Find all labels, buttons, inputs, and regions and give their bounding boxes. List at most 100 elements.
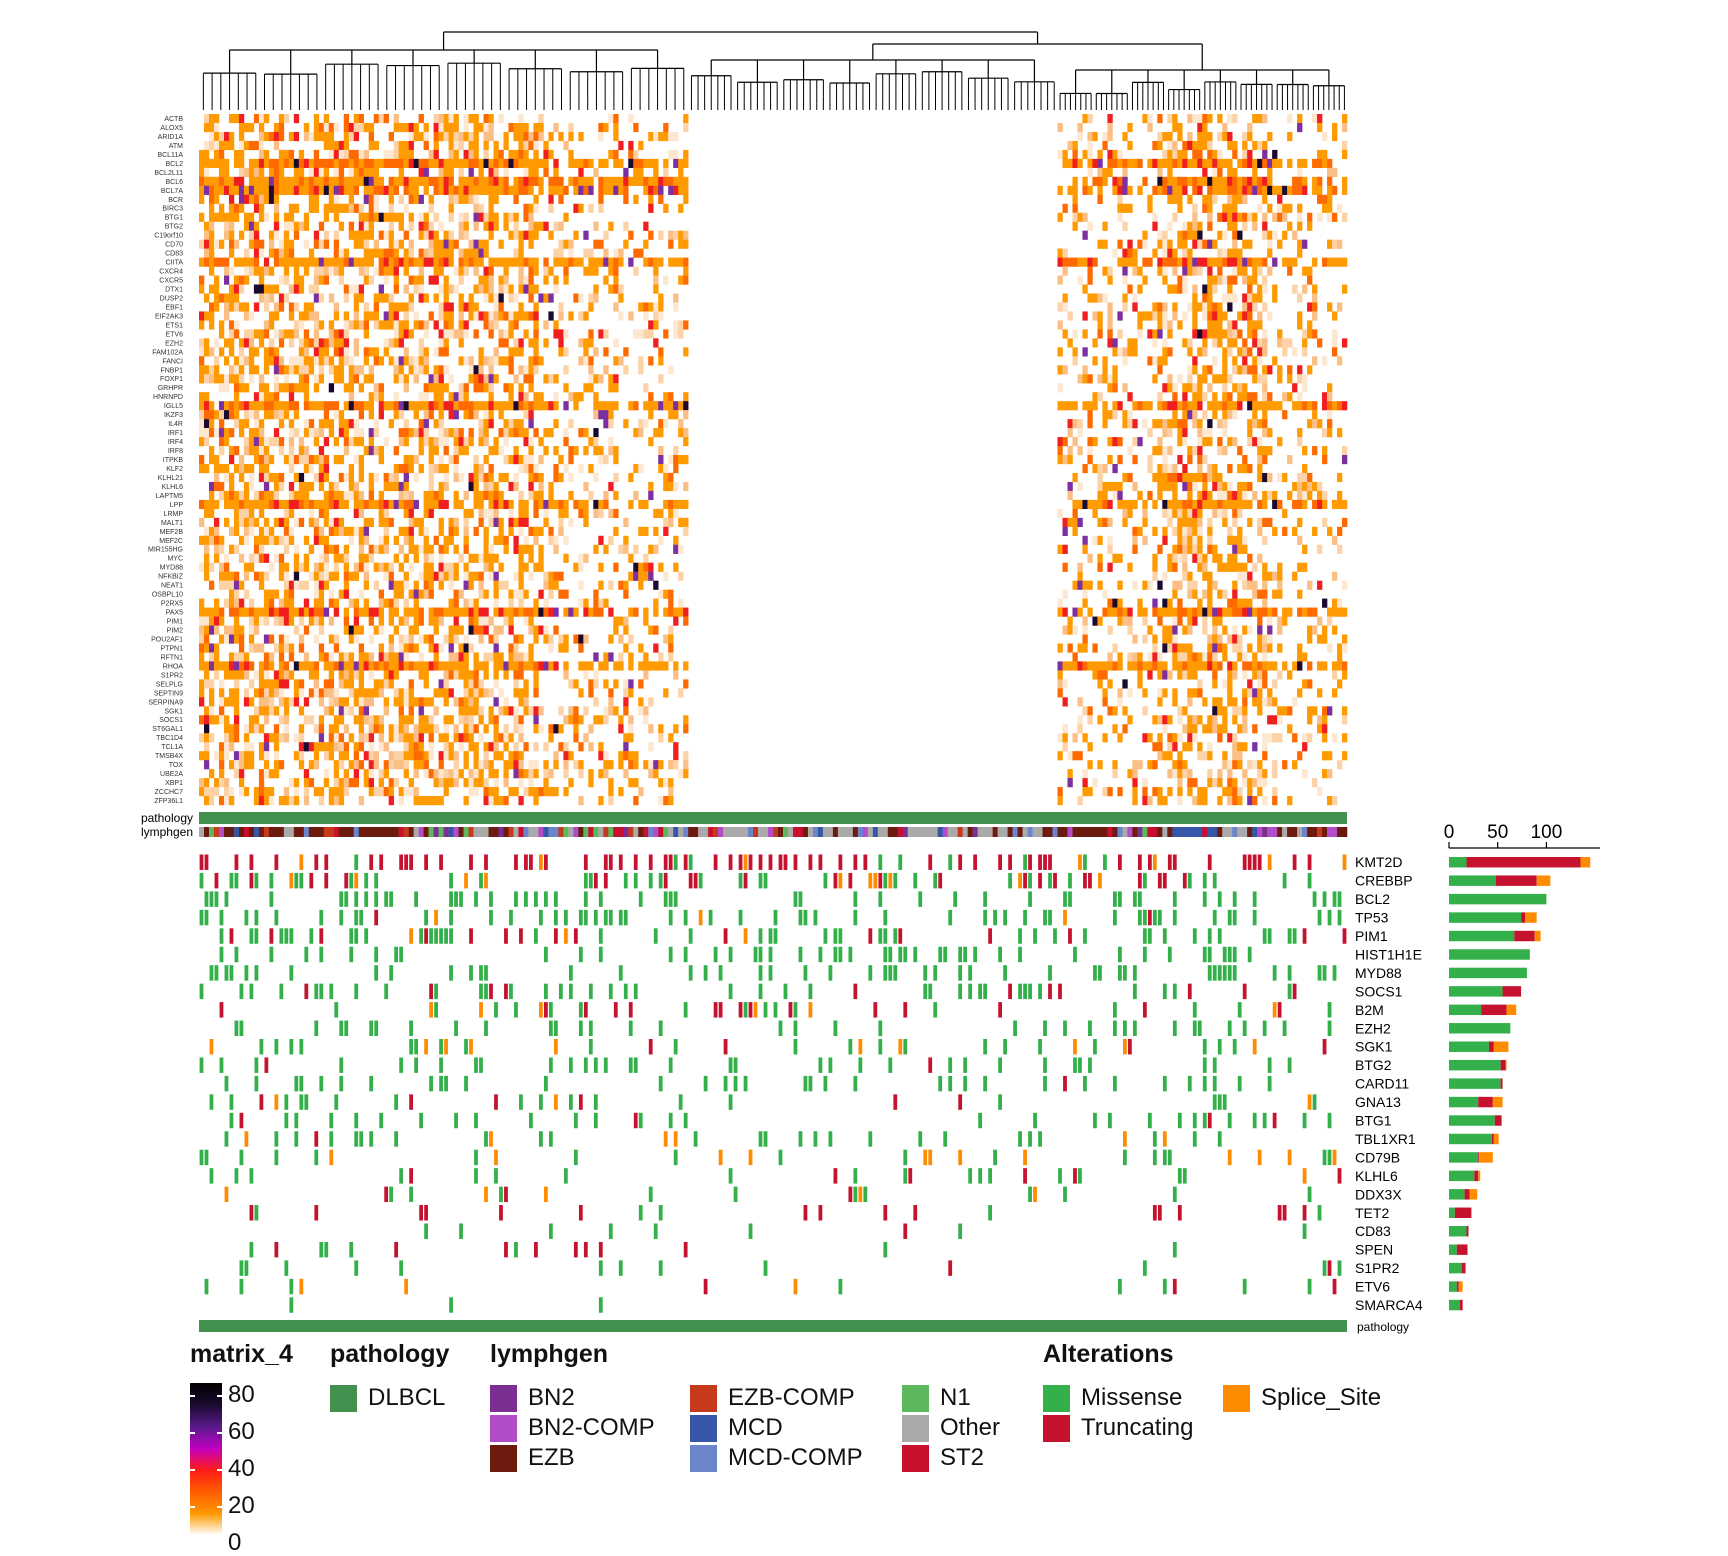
- heatmap-cell: [238, 607, 245, 617]
- heatmap-cell: [303, 562, 310, 572]
- heatmap-cell: [353, 149, 360, 160]
- heatmap-cell: [458, 437, 464, 447]
- heatmap-cell: [658, 463, 664, 474]
- heatmap-cell: [1207, 284, 1213, 294]
- heatmap-cell: [1147, 122, 1153, 133]
- heatmap-cell: [1202, 455, 1208, 465]
- heatmap-cell: [1177, 239, 1183, 249]
- heatmap-cell: [558, 643, 564, 653]
- heatmap-cell: [538, 625, 544, 635]
- heatmap-cell: [458, 338, 464, 348]
- heatmap-cell: [323, 571, 330, 581]
- heatmap-cell: [1332, 131, 1338, 142]
- heatmap-cell: [1297, 221, 1303, 231]
- heatmap-cell: [1122, 410, 1128, 420]
- heatmap-cell: [1237, 607, 1243, 617]
- heatmap-cell: [1082, 185, 1088, 195]
- heatmap-cell: [288, 455, 295, 465]
- heatmap-cell: [248, 472, 255, 483]
- heatmap-cell: [423, 526, 429, 536]
- heatmap-cell: [288, 131, 295, 142]
- heatmap-cell: [353, 203, 360, 213]
- heatmap-cell: [203, 293, 210, 303]
- heatmap-cell: [1177, 607, 1183, 617]
- heatmap-cell: [1237, 490, 1243, 501]
- heatmap-cell: [673, 293, 679, 303]
- heatmap-cell: [1162, 401, 1168, 411]
- heatmap-cell: [243, 652, 250, 662]
- heatmap-cell: [1257, 463, 1263, 474]
- heatmap-cell: [303, 374, 310, 384]
- heatmap-cell: [1237, 526, 1243, 536]
- heatmap-cell: [1102, 499, 1108, 510]
- heatmap-cell: [1222, 643, 1228, 653]
- heatmap-cell: [1147, 580, 1153, 590]
- heatmap-cell: [353, 490, 360, 501]
- heatmap-cell: [388, 607, 394, 617]
- heatmap-cell: [1282, 185, 1288, 195]
- heatmap-cell: [1097, 293, 1103, 303]
- heatmap-cell: [1312, 329, 1318, 339]
- heatmap-cell: [503, 455, 509, 465]
- heatmap-cell: [518, 338, 524, 348]
- heatmap-cell: [328, 365, 335, 375]
- heatmap-cell: [353, 419, 360, 429]
- heatmap-cell: [258, 607, 265, 617]
- heatmap-cell: [403, 508, 409, 519]
- heatmap-cell: [218, 293, 225, 303]
- heatmap-cell: [1067, 455, 1073, 465]
- heatmap-cell: [513, 248, 519, 258]
- heatmap-cell: [568, 311, 574, 321]
- heatmap-cell: [283, 589, 290, 599]
- heatmap-cell: [433, 392, 439, 402]
- heatmap-cell: [323, 463, 330, 474]
- heatmap-cell: [503, 383, 509, 393]
- heatmap-cell: [308, 455, 315, 465]
- heatmap-cell: [1102, 463, 1108, 474]
- heatmap-cell: [558, 311, 564, 321]
- heatmap-cell: [353, 428, 360, 438]
- heatmap-cell: [353, 176, 360, 186]
- heatmap-cell: [1277, 625, 1283, 635]
- heatmap-cell: [363, 311, 369, 321]
- heatmap-cell: [468, 616, 474, 626]
- heatmap-cell: [383, 472, 389, 483]
- heatmap-cell: [1262, 212, 1268, 222]
- heatmap-cell: [623, 589, 629, 599]
- heatmap-cell: [1112, 338, 1118, 348]
- heatmap-cell: [373, 347, 379, 357]
- heatmap-cell: [1122, 185, 1128, 195]
- heatmap-cell: [1137, 320, 1143, 330]
- heatmap-cell: [523, 176, 529, 186]
- heatmap-cell: [208, 284, 215, 294]
- heatmap-cell: [1057, 320, 1063, 330]
- heatmap-cell: [583, 347, 589, 357]
- heatmap-cell: [473, 553, 479, 563]
- heatmap-cell: [623, 365, 629, 375]
- heatmap-cell: [243, 401, 250, 411]
- heatmap-cell: [1097, 176, 1103, 186]
- heatmap-cell: [223, 428, 230, 438]
- heatmap-cell: [483, 544, 489, 554]
- heatmap-cell: [473, 140, 479, 151]
- heatmap-cell: [528, 293, 534, 303]
- heatmap-cell: [1322, 149, 1328, 160]
- heatmap-cell: [528, 131, 534, 142]
- heatmap-cell: [523, 589, 529, 599]
- heatmap-cell: [358, 499, 365, 510]
- heatmap-cell: [388, 338, 394, 348]
- heatmap-cell: [1247, 607, 1253, 617]
- heatmap-cell: [1207, 535, 1213, 545]
- heatmap-cell: [293, 455, 300, 465]
- heatmap-cell: [298, 446, 305, 456]
- heatmap-cell: [668, 410, 674, 420]
- heatmap-cell: [673, 508, 679, 519]
- heatmap-cell: [1117, 607, 1123, 617]
- heatmap-cell: [358, 257, 365, 267]
- heatmap-cell: [528, 437, 534, 447]
- heatmap-cell: [413, 625, 419, 635]
- heatmap-cell: [203, 149, 210, 160]
- heatmap-cell: [318, 293, 325, 303]
- heatmap-cell: [1197, 526, 1203, 536]
- heatmap-cell: [498, 517, 504, 527]
